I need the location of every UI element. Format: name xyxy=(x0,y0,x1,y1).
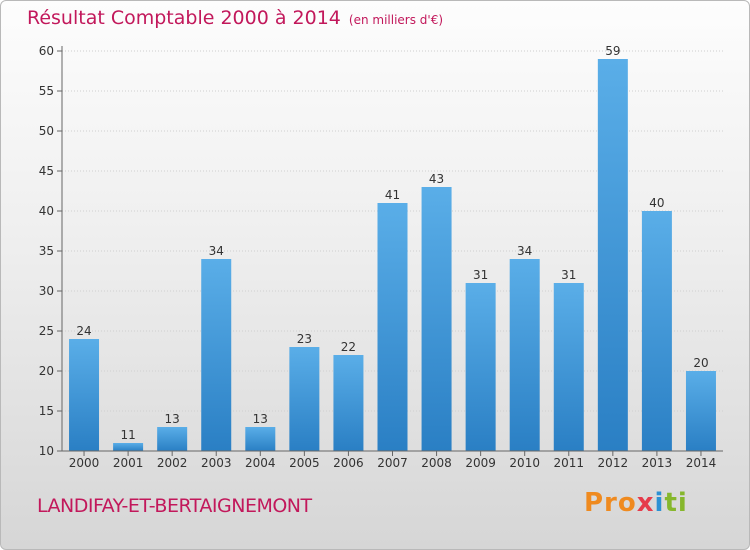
proxiti-logo: Proxiti xyxy=(584,488,688,518)
logo-part-3: i xyxy=(654,488,665,518)
chart-title: Résultat Comptable 2000 à 2014 (en millie… xyxy=(27,7,443,29)
bar-value-label: 59 xyxy=(605,44,620,58)
bar-2006 xyxy=(333,355,364,451)
y-tick-label: 50 xyxy=(39,124,54,138)
bar-2008 xyxy=(421,187,452,451)
bar-2005 xyxy=(289,347,320,451)
bar-value-label: 40 xyxy=(649,196,664,210)
y-tick-label: 30 xyxy=(39,284,54,298)
bar-value-label: 31 xyxy=(561,268,576,282)
bars: 24 11 13 34 13 23 22 41 43 31 34 31 59 40 20 xyxy=(69,44,716,451)
bar-value-label: 34 xyxy=(517,244,532,258)
y-tick-label: 55 xyxy=(39,84,54,98)
bar-value-label: 22 xyxy=(341,340,356,354)
logo-part-4: ti xyxy=(664,488,688,518)
x-tick-label: 2010 xyxy=(509,456,540,470)
bar-value-label: 13 xyxy=(165,412,180,426)
y-tick-label: 25 xyxy=(39,324,54,338)
x-tick-label: 2012 xyxy=(598,456,629,470)
y-tick-label: 35 xyxy=(39,244,54,258)
place-name: LANDIFAY-ET-BERTAIGNEMONT xyxy=(37,495,312,517)
x-tick-label: 2003 xyxy=(201,456,232,470)
bar-value-label: 13 xyxy=(253,412,268,426)
bar-value-label: 41 xyxy=(385,188,400,202)
x-tick-label: 2005 xyxy=(289,456,320,470)
x-tick-label: 2000 xyxy=(69,456,100,470)
y-tick-label: 15 xyxy=(39,404,54,418)
y-tick-label: 20 xyxy=(39,364,54,378)
x-tick-label: 2013 xyxy=(642,456,673,470)
bar-2003 xyxy=(201,259,232,451)
bar-value-label: 23 xyxy=(297,332,312,346)
x-tick-label: 2009 xyxy=(465,456,496,470)
bar-2013 xyxy=(641,211,672,451)
bar-2000 xyxy=(69,339,100,451)
bar-2004 xyxy=(245,427,276,451)
x-tick-label: 2002 xyxy=(157,456,188,470)
x-tick-label: 2008 xyxy=(421,456,452,470)
x-tick-label: 2007 xyxy=(377,456,408,470)
bar-value-label: 20 xyxy=(693,356,708,370)
y-tick-label: 40 xyxy=(39,204,54,218)
logo-part-1: Pro xyxy=(584,488,637,518)
x-tick-label: 2006 xyxy=(333,456,364,470)
bar-2007 xyxy=(377,203,408,451)
y-tick-label: 60 xyxy=(39,44,54,58)
y-tick-label: 45 xyxy=(39,164,54,178)
x-tick-label: 2004 xyxy=(245,456,276,470)
bar-2002 xyxy=(157,427,188,451)
bar-2009 xyxy=(465,283,496,451)
bar-2011 xyxy=(553,283,584,451)
bar-value-label: 24 xyxy=(76,324,91,338)
bar-2014 xyxy=(685,371,716,451)
x-tick-label: 2001 xyxy=(113,456,144,470)
chart-subtitle: (en milliers d'€) xyxy=(348,13,444,27)
bar-2012 xyxy=(597,59,628,451)
bar-value-label: 11 xyxy=(120,428,135,442)
x-tick-label: 2014 xyxy=(686,456,717,470)
logo-part-2: x xyxy=(636,488,655,518)
x-axis-ticks: 2000 2001 2002 2003 2004 2005 2006 2007 2008 2009… xyxy=(69,451,716,470)
y-tick-label: 10 xyxy=(39,444,54,458)
bar-2001 xyxy=(113,443,144,451)
bar-value-label: 43 xyxy=(429,172,444,186)
y-axis-ticks: 10 15 20 25 30 35 40 45 50 55 60 xyxy=(39,44,62,458)
bar-value-label: 31 xyxy=(473,268,488,282)
chart-title-text: Résultat Comptable 2000 à 2014 xyxy=(27,7,341,29)
bar-value-label: 34 xyxy=(209,244,224,258)
x-tick-label: 2011 xyxy=(553,456,584,470)
bar-2010 xyxy=(509,259,540,451)
